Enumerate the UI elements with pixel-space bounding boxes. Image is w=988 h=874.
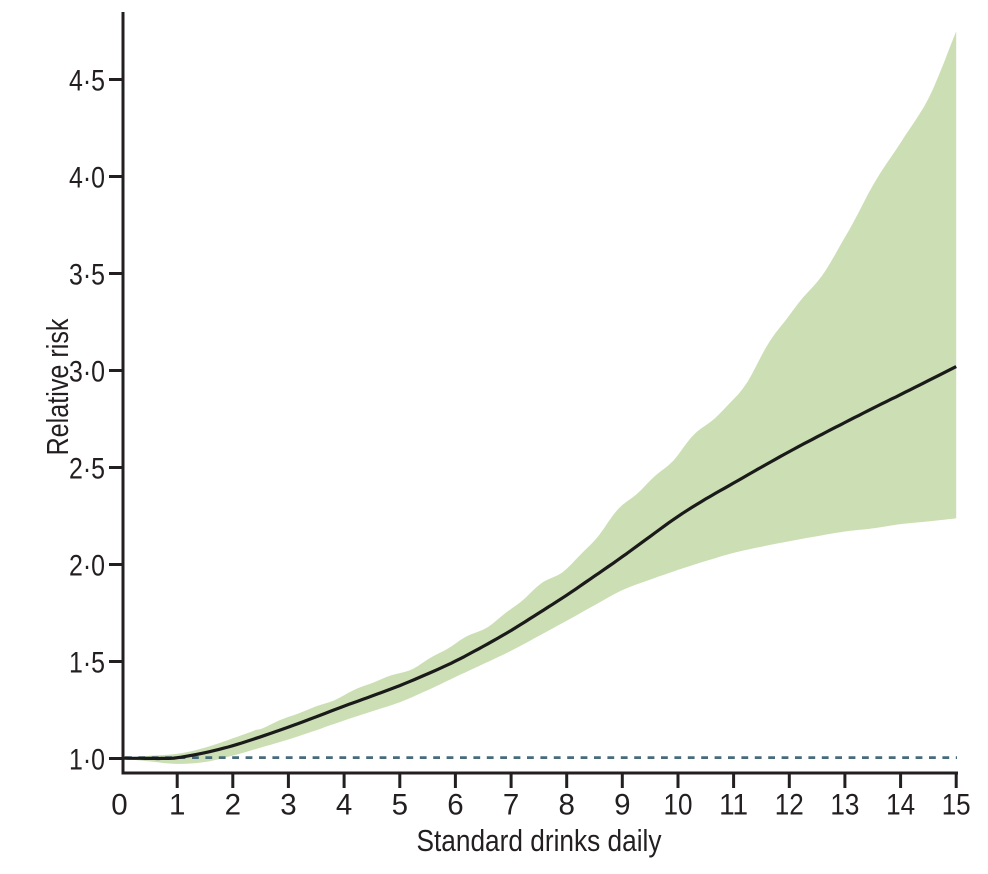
- svg-text:12: 12: [775, 789, 804, 822]
- svg-text:3·0: 3·0: [69, 355, 105, 388]
- svg-text:9: 9: [614, 789, 630, 822]
- svg-text:1·5: 1·5: [69, 646, 105, 679]
- svg-text:2: 2: [225, 789, 241, 822]
- svg-text:5: 5: [392, 789, 408, 822]
- svg-text:8: 8: [558, 789, 574, 822]
- svg-text:15: 15: [942, 789, 971, 822]
- svg-text:Standard drinks daily: Standard drinks daily: [417, 823, 662, 858]
- svg-text:13: 13: [830, 789, 859, 822]
- svg-text:4·0: 4·0: [69, 161, 105, 194]
- svg-text:Relative risk: Relative risk: [40, 318, 75, 455]
- svg-text:3: 3: [280, 789, 296, 822]
- svg-text:1: 1: [169, 789, 185, 822]
- svg-text:7: 7: [503, 789, 519, 822]
- svg-text:10: 10: [664, 789, 693, 822]
- svg-text:0: 0: [111, 789, 127, 822]
- svg-text:11: 11: [719, 789, 748, 822]
- svg-text:1·0: 1·0: [69, 743, 105, 776]
- svg-text:3·5: 3·5: [69, 258, 105, 291]
- svg-text:2·0: 2·0: [69, 549, 105, 582]
- svg-text:4·5: 4·5: [69, 64, 105, 97]
- svg-text:2·5: 2·5: [69, 452, 105, 485]
- svg-text:14: 14: [886, 789, 915, 822]
- svg-text:4: 4: [336, 789, 352, 822]
- svg-text:6: 6: [447, 789, 463, 822]
